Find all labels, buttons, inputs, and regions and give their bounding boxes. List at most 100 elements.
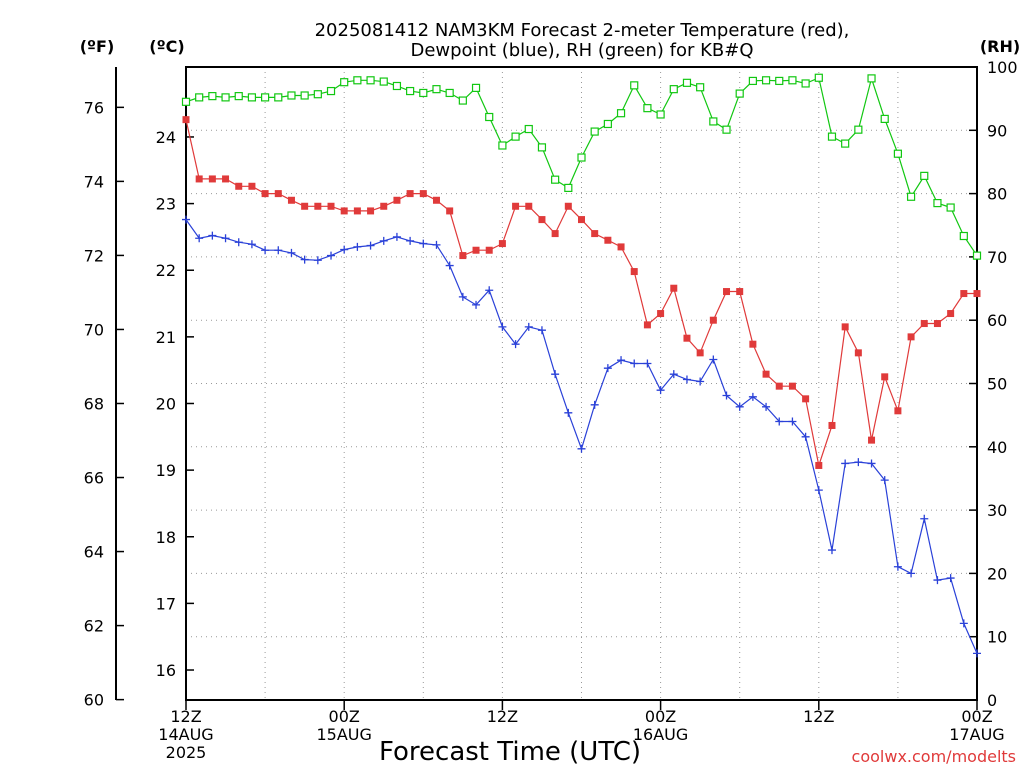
rh-point <box>458 96 467 105</box>
fahrenheit-tick-label: 74 <box>84 172 104 191</box>
dewpoint-point <box>696 377 705 386</box>
temperature-point <box>696 349 704 357</box>
rh-point <box>366 76 375 85</box>
fahrenheit-tick-label: 72 <box>84 246 104 265</box>
dewpoint-point <box>300 255 309 264</box>
dewpoint-point <box>735 402 744 411</box>
rh-point <box>827 132 837 141</box>
temperature-point <box>670 284 678 292</box>
dewpoint-point <box>313 256 322 265</box>
temperature-point <box>222 175 230 183</box>
chart-title-line1: 2025081412 NAM3KM Forecast 2-meter Tempe… <box>315 20 850 41</box>
x-tick-label: 12Z <box>803 707 834 726</box>
rh-point <box>287 91 296 100</box>
rh-tick-label: 30 <box>987 501 1007 520</box>
rh-point <box>946 203 955 212</box>
rh-point <box>195 93 204 102</box>
dewpoint-point <box>709 355 718 364</box>
dewpoint-point <box>485 286 494 295</box>
rh-point <box>748 76 757 86</box>
dewpoint-point <box>920 514 929 523</box>
rh-point <box>340 78 349 87</box>
rh-point <box>379 77 388 86</box>
dewpoint-point <box>893 562 902 571</box>
rh-tick-label: 10 <box>987 628 1007 647</box>
dewpoint-point <box>287 248 296 257</box>
celsius-tick-label: 21 <box>156 328 176 347</box>
rh-point <box>247 93 257 102</box>
dewpoint-point <box>195 234 204 243</box>
rh-point <box>696 83 705 92</box>
rh-point <box>682 78 692 87</box>
rh-point <box>392 81 402 91</box>
rh-point <box>854 125 863 134</box>
rh-tick-label: 70 <box>987 248 1007 267</box>
dewpoint-point <box>247 240 256 249</box>
rh-point <box>735 89 744 98</box>
rh-tick-label: 100 <box>987 58 1018 77</box>
celsius-tick-label: 17 <box>156 594 176 613</box>
dewpoint-point <box>643 359 652 368</box>
temperature-point <box>709 316 717 324</box>
rh-point <box>511 132 520 141</box>
rh-point <box>353 76 362 85</box>
rh-point <box>616 109 626 118</box>
rh-point <box>867 74 876 83</box>
dewpoint-point <box>775 417 784 426</box>
x-axis-label: Forecast Time (UTC) <box>379 737 641 767</box>
temperature-point <box>406 190 414 198</box>
temperature-point <box>287 196 295 204</box>
dewpoint-point <box>577 444 586 453</box>
temperature-point <box>775 382 783 390</box>
temperature-point <box>208 175 216 183</box>
rh-point <box>801 79 810 88</box>
temperature-point <box>235 182 243 190</box>
rh-point <box>564 183 573 193</box>
temperature-series <box>182 116 981 469</box>
temperature-point <box>314 202 322 210</box>
rh-point <box>326 86 336 96</box>
temperature-point <box>551 230 559 238</box>
rh-point <box>841 139 850 148</box>
rh-tick-label: 40 <box>987 438 1007 457</box>
temperature-point <box>894 407 902 415</box>
x-tick-label: 15AUG <box>316 725 371 744</box>
rh-point <box>419 88 428 98</box>
temperature-point <box>749 340 757 348</box>
dewpoint-point <box>841 459 850 468</box>
rh-tick-label: 20 <box>987 564 1007 583</box>
rh-point <box>972 251 982 260</box>
temperature-point <box>657 310 665 318</box>
celsius-tick-label: 23 <box>156 195 176 214</box>
temperature-point <box>762 370 770 378</box>
x-tick-label: 17AUG <box>949 725 1004 744</box>
celsius-tick-label: 20 <box>156 394 176 413</box>
rh-point <box>445 88 454 98</box>
dewpoint-point <box>419 239 428 248</box>
temperature-point <box>367 207 375 215</box>
rh-point <box>709 117 718 126</box>
dewpoint-point <box>392 232 401 241</box>
dewpoint-point <box>748 392 757 401</box>
rh-point <box>788 76 797 85</box>
temperature-point <box>340 207 348 215</box>
temperature-point <box>802 395 810 403</box>
fahrenheit-tick-label: 64 <box>84 543 104 562</box>
dewpoint-point <box>762 402 771 411</box>
rh-point <box>906 192 916 201</box>
temperature-point <box>512 202 520 210</box>
credit-text: coolwx.com/modelts <box>852 747 1016 766</box>
dewpoint-point <box>524 322 533 331</box>
temperature-point <box>327 202 335 210</box>
rh-point <box>313 90 322 99</box>
temperature-point <box>419 190 427 198</box>
rh-tick-label: 90 <box>987 121 1007 140</box>
dewpoint-point <box>261 246 270 255</box>
rh-point <box>524 124 533 134</box>
temperature-point <box>920 320 928 328</box>
dewpoint-point <box>406 236 415 245</box>
fahrenheit-tick-label: 62 <box>84 617 104 636</box>
temperature-point <box>446 207 454 215</box>
temperature-point <box>353 207 361 215</box>
